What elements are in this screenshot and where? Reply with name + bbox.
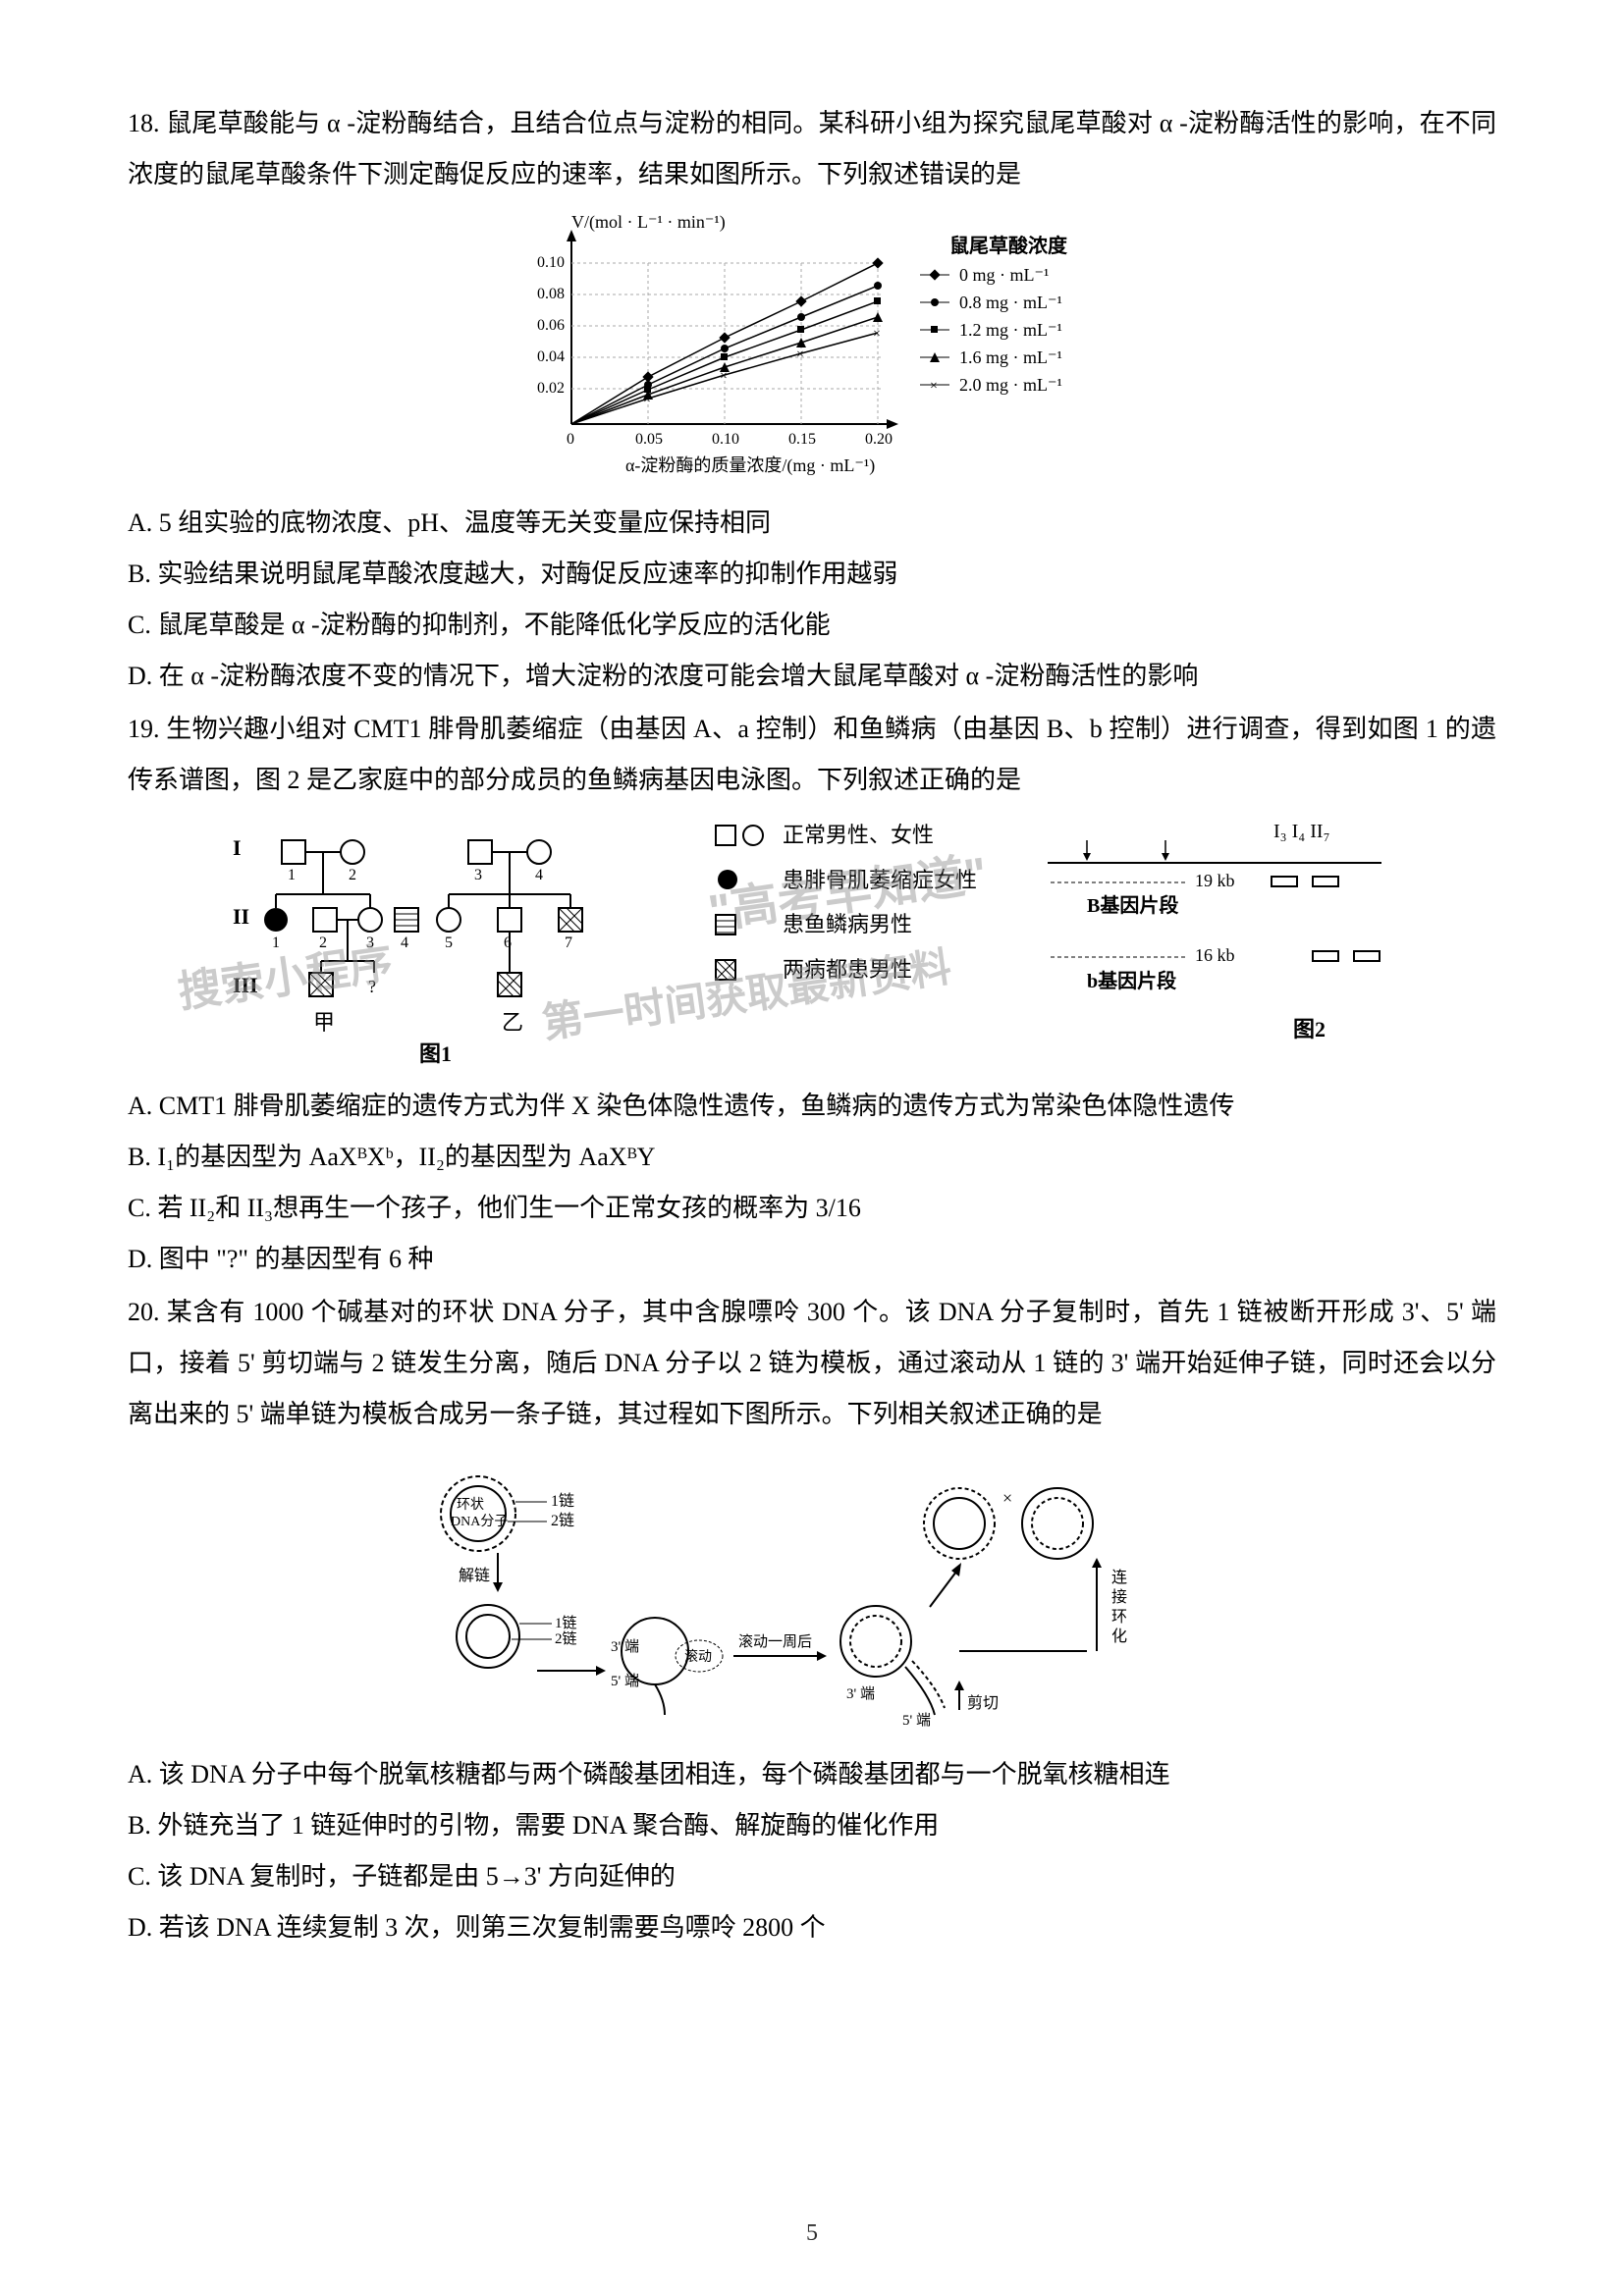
svg-text:b基因片段: b基因片段 xyxy=(1087,969,1176,992)
svg-text:II: II xyxy=(233,904,249,929)
svg-text:DNA分子: DNA分子 xyxy=(451,1514,508,1529)
q19-option-c: C. 若 II₂和 II₃想再生一个孩子，他们生一个正常女孩的概率为 3/16 xyxy=(128,1183,1496,1234)
legend-item-2: 1.2 mg · mL⁻¹ xyxy=(920,320,1062,340)
svg-text:3: 3 xyxy=(474,867,482,883)
svg-text:1链: 1链 xyxy=(551,1492,574,1510)
legend-item-1: 0.8 mg · mL⁻¹ xyxy=(920,293,1062,312)
svg-text:1.2 mg · mL⁻¹: 1.2 mg · mL⁻¹ xyxy=(959,320,1062,340)
svg-text:0.02: 0.02 xyxy=(537,380,565,397)
svg-text:4: 4 xyxy=(535,867,543,883)
svg-text:接: 接 xyxy=(1111,1588,1127,1606)
q18-option-b: B. 实验结果说明鼠尾草酸浓度越大，对酶促反应速率的抑制作用越弱 xyxy=(128,549,1496,600)
pedigree-fig1: I II III 1 2 3 4 1 2 xyxy=(223,816,675,1071)
svg-text:环状: 环状 xyxy=(457,1497,484,1513)
svg-text:3' 端: 3' 端 xyxy=(846,1685,875,1702)
q20-stem: 20. 某含有 1000 个碱基对的环状 DNA 分子，其中含腺嘌呤 300 个… xyxy=(128,1287,1496,1440)
svg-text:×: × xyxy=(720,369,728,384)
svg-text:0.08: 0.08 xyxy=(537,286,565,302)
svg-text:解链: 解链 xyxy=(459,1567,490,1584)
q18-option-a: A. 5 组实验的底物浓度、pH、温度等无关变量应保持相同 xyxy=(128,498,1496,549)
svg-text:III: III xyxy=(233,973,258,997)
q19-option-a: A. CMT1 腓骨肌萎缩症的遗传方式为伴 X 染色体隐性遗传，鱼鳞病的遗传方式… xyxy=(128,1081,1496,1132)
svg-text:滚动: 滚动 xyxy=(684,1648,712,1665)
q18-stem: 18. 鼠尾草酸能与 α -淀粉酶结合，且结合位点与淀粉的相同。某科研小组为探究… xyxy=(128,98,1496,200)
svg-text:7: 7 xyxy=(565,934,572,951)
svg-text:0.15: 0.15 xyxy=(788,431,816,448)
svg-text:×: × xyxy=(643,393,651,407)
dna-rolling-circle: 环状 DNA分子 1链 2链 解链 1链 2链 3' 端 5' 端 滚动 滚动一… xyxy=(409,1455,1215,1730)
svg-text:连: 连 xyxy=(1111,1569,1127,1586)
svg-text:0.20: 0.20 xyxy=(865,431,893,448)
q20-option-d: D. 若该 DNA 连续复制 3 次，则第三次复制需要鸟嘌呤 2800 个 xyxy=(128,1902,1496,1953)
q19-option-b: B. I₁的基因型为 AaXᴮXᵇ，II₂的基因型为 AaXᴮY xyxy=(128,1132,1496,1183)
svg-text:19 kb: 19 kb xyxy=(1195,871,1235,890)
pedigree-container: I II III 1 2 3 4 1 2 xyxy=(128,816,1496,1071)
svg-text:4: 4 xyxy=(401,934,408,951)
svg-text:2链: 2链 xyxy=(551,1512,574,1529)
svg-text:0.05: 0.05 xyxy=(635,431,663,448)
q19-legend: 正常男性、女性 患腓骨肌萎缩症女性 患鱼鳞病男性 两病都患男性 xyxy=(714,816,989,994)
svg-text:2链: 2链 xyxy=(555,1630,577,1647)
svg-text:I₃ I₄ II₇: I₃ I₄ II₇ xyxy=(1273,821,1330,842)
question-18: 18. 鼠尾草酸能与 α -淀粉酶结合，且结合位点与淀粉的相同。某科研小组为探究… xyxy=(128,98,1496,702)
svg-text:3: 3 xyxy=(366,934,374,951)
chart-x-label: α-淀粉酶的质量浓度/(mg · mL⁻¹) xyxy=(625,455,875,476)
q19-option-d: D. 图中 "?" 的基因型有 6 种 xyxy=(128,1234,1496,1285)
svg-text:环: 环 xyxy=(1111,1609,1127,1626)
svg-text:0.10: 0.10 xyxy=(537,254,565,271)
svg-text:乙: 乙 xyxy=(502,1010,523,1035)
legend-item-3: 1.6 mg · mL⁻¹ xyxy=(920,347,1062,367)
chart-y-label: V/(mol · L⁻¹ · min⁻¹) xyxy=(571,212,726,233)
svg-text:×: × xyxy=(930,379,938,394)
legend-title: 鼠尾草酸浓度 xyxy=(949,234,1068,257)
q19-stem: 19. 生物兴趣小组对 CMT1 腓骨肌萎缩症（由基因 A、a 控制）和鱼鳞病（… xyxy=(128,704,1496,806)
svg-text:0 mg · mL⁻¹: 0 mg · mL⁻¹ xyxy=(959,265,1049,285)
svg-text:剪切: 剪切 xyxy=(967,1694,999,1712)
svg-text:2.0 mg · mL⁻¹: 2.0 mg · mL⁻¹ xyxy=(959,375,1062,395)
svg-text:2: 2 xyxy=(349,867,356,883)
svg-text:滚动一周后: 滚动一周后 xyxy=(738,1633,812,1650)
svg-text:图2: 图2 xyxy=(1293,1017,1326,1041)
svg-text:1链: 1链 xyxy=(555,1615,577,1631)
svg-text:×: × xyxy=(1002,1488,1012,1508)
svg-text:0.10: 0.10 xyxy=(712,431,739,448)
question-19: 19. 生物兴趣小组对 CMT1 腓骨肌萎缩症（由基因 A、a 控制）和鱼鳞病（… xyxy=(128,704,1496,1285)
svg-text:2: 2 xyxy=(319,934,327,951)
svg-text:×: × xyxy=(796,347,804,362)
svg-text:0: 0 xyxy=(567,431,574,448)
electrophoresis-fig2: I₃ I₄ II₇ 19 kb B基因片段 16 kb b基因片段 图2 xyxy=(1028,816,1401,1051)
svg-text:化: 化 xyxy=(1111,1628,1127,1645)
q18-option-d: D. 在 α -淀粉酶浓度不变的情况下，增大淀粉的浓度可能会增大鼠尾草酸对 α … xyxy=(128,651,1496,702)
legend-item-0: 0 mg · mL⁻¹ xyxy=(920,265,1049,285)
svg-text:0.04: 0.04 xyxy=(537,348,565,365)
svg-text:1: 1 xyxy=(288,867,296,883)
q18-option-c: C. 鼠尾草酸是 α -淀粉酶的抑制剂，不能降低化学反应的活化能 xyxy=(128,600,1496,651)
page-number: 5 xyxy=(806,2220,818,2247)
svg-text:5' 端: 5' 端 xyxy=(902,1712,931,1729)
svg-text:?: ? xyxy=(368,977,376,996)
q20-option-b: B. 外链充当了 1 链延伸时的引物，需要 DNA 聚合酶、解旋酶的催化作用 xyxy=(128,1800,1496,1851)
svg-text:甲: 甲 xyxy=(313,1010,335,1035)
q20-option-c: C. 该 DNA 复制时，子链都是由 5→3' 方向延伸的 xyxy=(128,1851,1496,1902)
svg-text:I: I xyxy=(233,835,242,860)
svg-text:1.6 mg · mL⁻¹: 1.6 mg · mL⁻¹ xyxy=(959,347,1062,367)
svg-text:1: 1 xyxy=(272,934,280,951)
svg-text:图1: 图1 xyxy=(419,1041,452,1066)
svg-text:5' 端: 5' 端 xyxy=(611,1673,639,1689)
svg-text:0.06: 0.06 xyxy=(537,317,565,334)
svg-text:×: × xyxy=(873,327,881,342)
svg-text:16 kb: 16 kb xyxy=(1195,945,1235,965)
q18-chart-container: V/(mol · L⁻¹ · min⁻¹) 0.02 0.04 0.06 0.0… xyxy=(128,208,1496,488)
q18-line-chart: V/(mol · L⁻¹ · min⁻¹) 0.02 0.04 0.06 0.0… xyxy=(468,208,1156,483)
svg-text:5: 5 xyxy=(445,934,453,951)
legend-item-4: × 2.0 mg · mL⁻¹ xyxy=(920,375,1062,395)
q20-option-a: A. 该 DNA 分子中每个脱氧核糖都与两个磷酸基团相连，每个磷酸基团都与一个脱… xyxy=(128,1749,1496,1800)
svg-text:3' 端: 3' 端 xyxy=(611,1638,639,1655)
svg-text:0.8 mg · mL⁻¹: 0.8 mg · mL⁻¹ xyxy=(959,293,1062,312)
q20-diagram: 环状 DNA分子 1链 2链 解链 1链 2链 3' 端 5' 端 滚动 滚动一… xyxy=(128,1455,1496,1735)
svg-text:B基因片段: B基因片段 xyxy=(1087,893,1178,917)
question-20: 20. 某含有 1000 个碱基对的环状 DNA 分子，其中含腺嘌呤 300 个… xyxy=(128,1287,1496,1953)
